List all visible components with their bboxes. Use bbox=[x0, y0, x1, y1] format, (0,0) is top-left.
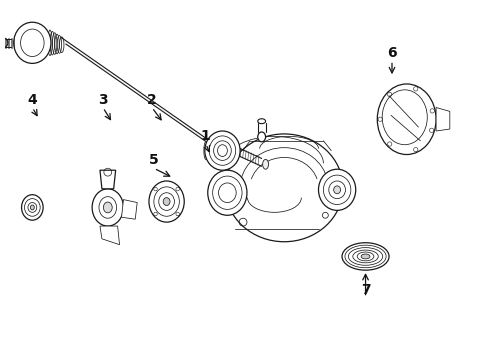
Ellipse shape bbox=[361, 254, 370, 259]
Ellipse shape bbox=[318, 169, 356, 210]
Ellipse shape bbox=[30, 205, 34, 210]
Text: 7: 7 bbox=[361, 283, 370, 297]
Text: 1: 1 bbox=[201, 129, 211, 143]
Polygon shape bbox=[100, 226, 120, 245]
Ellipse shape bbox=[225, 134, 343, 242]
Ellipse shape bbox=[92, 189, 123, 226]
Polygon shape bbox=[436, 108, 450, 131]
Ellipse shape bbox=[377, 84, 436, 154]
Ellipse shape bbox=[103, 202, 112, 213]
Text: 2: 2 bbox=[147, 93, 157, 107]
Ellipse shape bbox=[163, 198, 170, 206]
Ellipse shape bbox=[258, 119, 266, 123]
Text: 6: 6 bbox=[387, 46, 397, 60]
Polygon shape bbox=[122, 199, 137, 219]
Ellipse shape bbox=[22, 195, 43, 220]
Ellipse shape bbox=[205, 131, 240, 170]
Text: 3: 3 bbox=[98, 93, 108, 107]
Polygon shape bbox=[100, 170, 116, 189]
Circle shape bbox=[0, 38, 8, 48]
Ellipse shape bbox=[263, 159, 269, 169]
Ellipse shape bbox=[334, 186, 341, 194]
Polygon shape bbox=[61, 38, 221, 152]
Ellipse shape bbox=[258, 132, 266, 142]
Ellipse shape bbox=[342, 243, 389, 270]
Ellipse shape bbox=[149, 181, 184, 222]
Text: 5: 5 bbox=[149, 153, 159, 167]
Ellipse shape bbox=[14, 22, 51, 63]
Text: 4: 4 bbox=[27, 93, 37, 107]
Ellipse shape bbox=[208, 170, 247, 215]
